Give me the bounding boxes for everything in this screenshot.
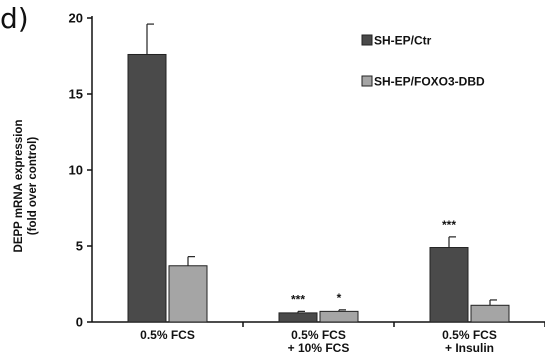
y-axis-label-line-2: (fold over control) — [27, 137, 39, 236]
legend-swatch — [361, 34, 373, 46]
x-tick-label: + 10% FCS — [288, 341, 350, 355]
legend: SH-EP/Ctr SH-EP/FOXO3-DBD — [361, 34, 485, 89]
bar — [429, 247, 469, 323]
y-tick-label: 10 — [69, 163, 83, 178]
bar — [470, 304, 510, 323]
x-tick-label: 0.5% FCS — [291, 328, 346, 342]
y-tick-label: 20 — [69, 11, 83, 26]
significance-label: * — [337, 291, 342, 305]
bar — [168, 265, 208, 323]
x-tick-label: + Insulin — [445, 341, 494, 355]
significance-label: *** — [291, 292, 305, 306]
bar — [278, 312, 318, 323]
bar — [319, 310, 359, 323]
legend-swatch — [361, 75, 373, 87]
bar — [127, 53, 167, 323]
y-tick-label: 15 — [69, 87, 83, 102]
x-tick-label: 0.5% FCS — [140, 328, 195, 342]
panel-label: d) — [0, 2, 29, 35]
legend-label: SH-EP/Ctr — [374, 34, 432, 48]
y-tick-label: 0 — [76, 315, 83, 330]
y-tick-label: 5 — [76, 239, 83, 254]
y-axis-label: DEPP mRNA expression (fold over control) — [13, 120, 39, 253]
y-axis-label-line-1: DEPP mRNA expression — [13, 120, 25, 253]
x-tick-label: 0.5% FCS — [442, 328, 497, 342]
legend-label: SH-EP/FOXO3-DBD — [374, 75, 485, 89]
significance-label: *** — [442, 218, 456, 232]
bars: *** **** — [127, 23, 510, 323]
